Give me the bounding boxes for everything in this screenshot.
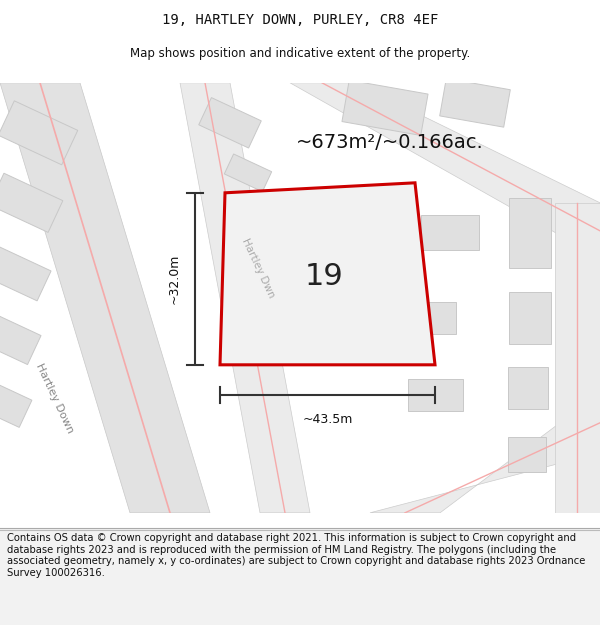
Text: ~43.5m: ~43.5m xyxy=(302,412,353,426)
Polygon shape xyxy=(0,101,78,165)
Polygon shape xyxy=(555,202,600,512)
Polygon shape xyxy=(0,173,63,232)
Text: ~673m²/~0.166ac.: ~673m²/~0.166ac. xyxy=(296,133,484,152)
Text: 19: 19 xyxy=(304,262,343,291)
Polygon shape xyxy=(0,82,210,512)
Polygon shape xyxy=(342,80,428,136)
Text: Map shows position and indicative extent of the property.: Map shows position and indicative extent… xyxy=(130,48,470,60)
Text: Contains OS data © Crown copyright and database right 2021. This information is : Contains OS data © Crown copyright and d… xyxy=(7,533,586,578)
Polygon shape xyxy=(407,379,463,411)
Polygon shape xyxy=(180,82,310,512)
Polygon shape xyxy=(508,367,548,409)
Polygon shape xyxy=(404,302,456,334)
Polygon shape xyxy=(199,98,261,148)
Text: ~32.0m: ~32.0m xyxy=(168,254,181,304)
Polygon shape xyxy=(290,82,600,258)
Text: Hartley Down: Hartley Down xyxy=(34,361,76,434)
Polygon shape xyxy=(0,311,41,364)
Polygon shape xyxy=(440,79,511,127)
Polygon shape xyxy=(0,378,32,428)
Text: Hartley Dwn: Hartley Dwn xyxy=(240,236,276,299)
Polygon shape xyxy=(421,215,479,250)
Polygon shape xyxy=(220,182,435,365)
Text: 19, HARTLEY DOWN, PURLEY, CR8 4EF: 19, HARTLEY DOWN, PURLEY, CR8 4EF xyxy=(162,14,438,28)
Polygon shape xyxy=(509,292,551,344)
Polygon shape xyxy=(224,154,272,192)
Polygon shape xyxy=(370,393,600,512)
Polygon shape xyxy=(509,198,551,268)
Polygon shape xyxy=(508,438,546,472)
Polygon shape xyxy=(0,245,51,301)
